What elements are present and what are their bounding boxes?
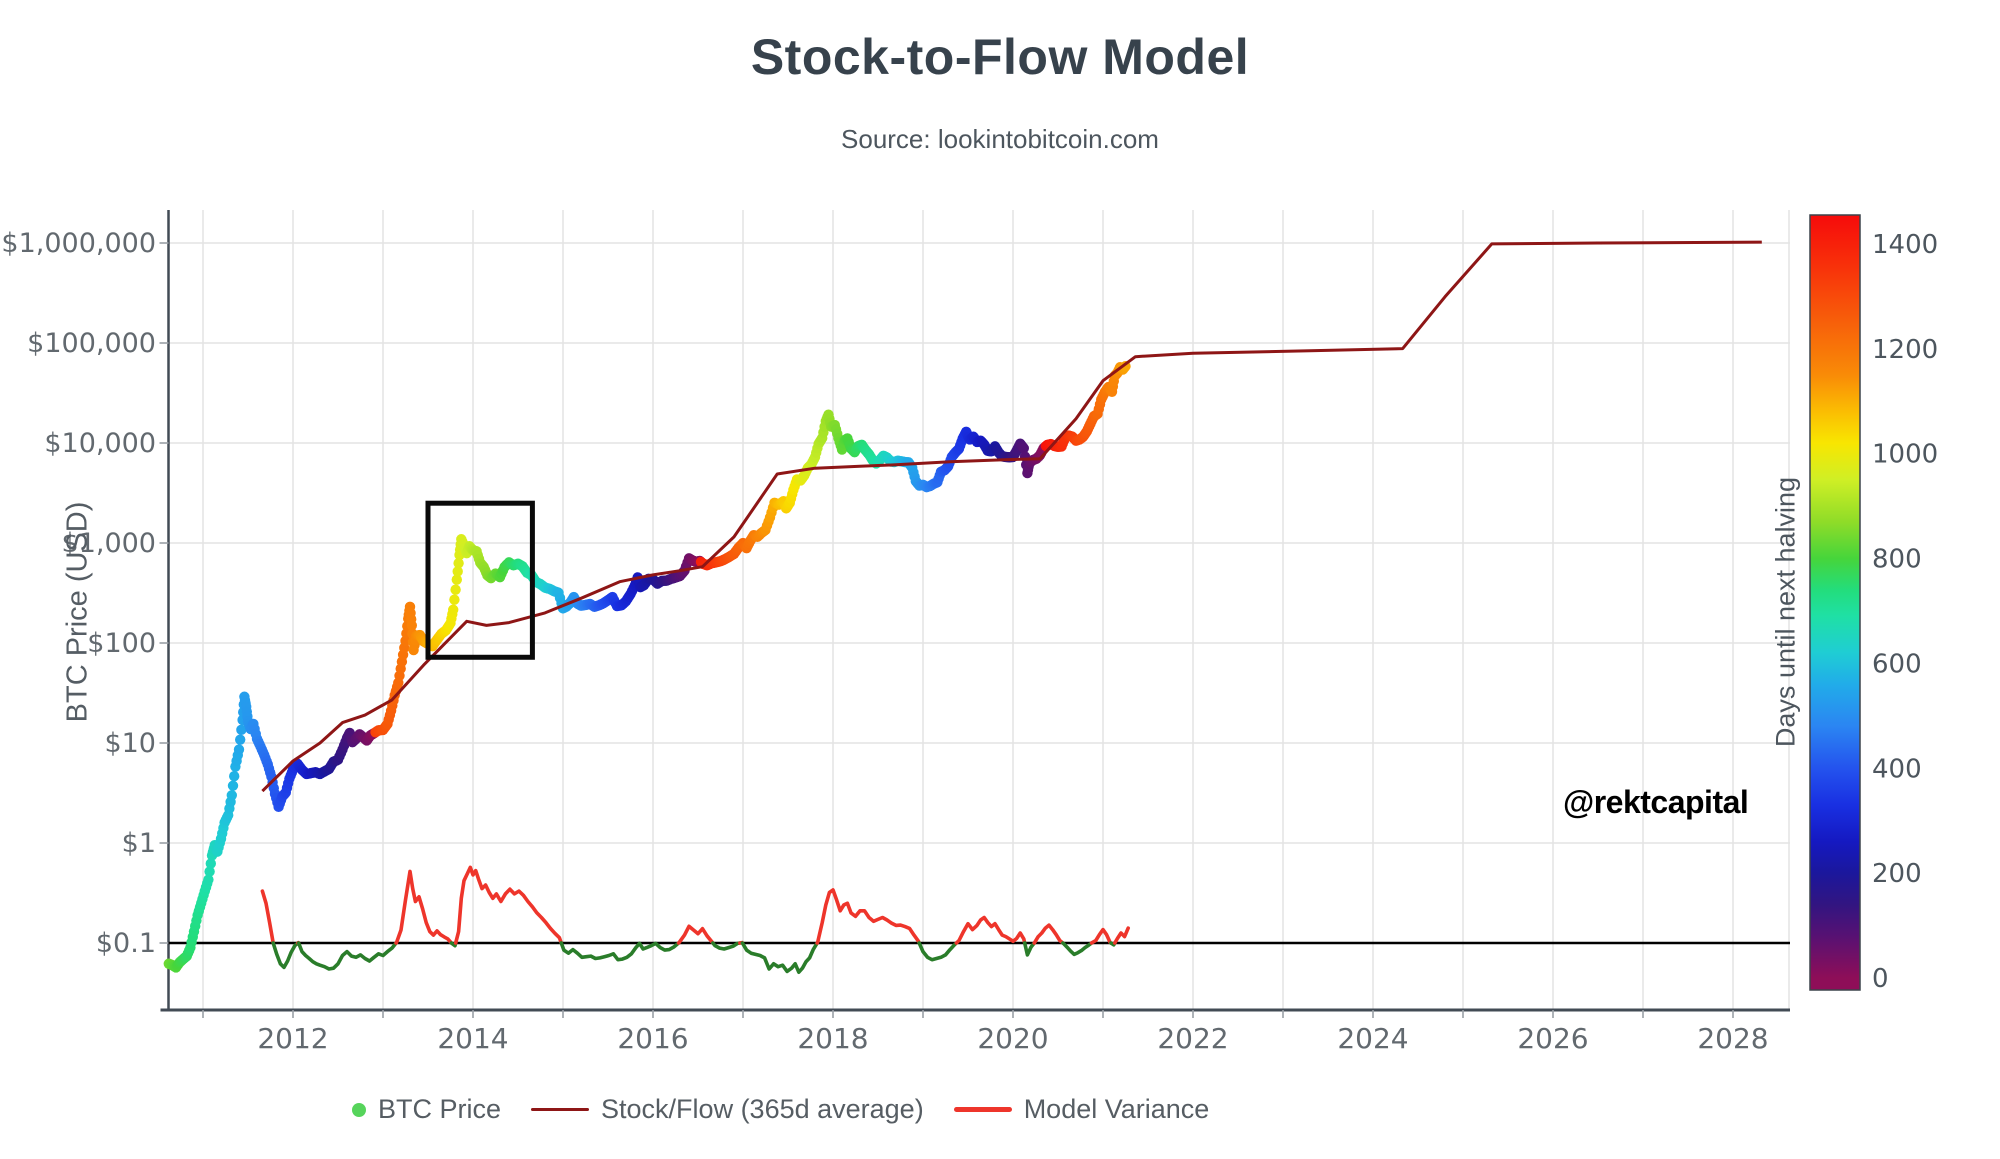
svg-text:$10: $10 [104, 728, 156, 759]
svg-text:1400: 1400 [1872, 230, 1938, 260]
btc-price-series [163, 361, 1131, 973]
svg-text:2016: 2016 [617, 1022, 688, 1055]
svg-text:800: 800 [1872, 545, 1922, 575]
watermark: @rektcapital [1563, 784, 1749, 820]
stock-flow-line [261, 240, 1762, 793]
stock-flow-line-icon [531, 1108, 590, 1111]
svg-text:$100,000: $100,000 [27, 328, 156, 359]
colorbar-title: Days until next halving [1770, 476, 1801, 748]
svg-text:$1: $1 [122, 828, 156, 859]
chart-legend: BTC Price Stock/Flow (365d average) Mode… [352, 1094, 1223, 1125]
svg-text:2018: 2018 [797, 1022, 868, 1055]
svg-text:2024: 2024 [1337, 1022, 1408, 1055]
svg-text:2014: 2014 [437, 1022, 508, 1055]
svg-text:1000: 1000 [1872, 440, 1938, 470]
svg-text:$100: $100 [87, 628, 156, 659]
model-variance-line [260, 865, 1130, 974]
legend-item-model-variance: Model Variance [953, 1094, 1210, 1125]
model-variance-line-icon [953, 1107, 1012, 1112]
svg-text:2026: 2026 [1517, 1022, 1588, 1055]
legend-label: Stock/Flow (365d average) [601, 1094, 924, 1124]
svg-text:2022: 2022 [1157, 1022, 1228, 1055]
svg-text:$10,000: $10,000 [44, 428, 156, 459]
y-tick-labels: $1,000,000 $100,000 $10,000 $1,000 $100 $10 $1… [1, 228, 156, 959]
btc-price-dot-icon [352, 1102, 366, 1117]
svg-text:2012: 2012 [257, 1022, 328, 1055]
chart-subtitle: Source: lookintobitcoin.com [841, 124, 1159, 154]
legend-item-stock-flow: Stock/Flow (365d average) [531, 1094, 924, 1125]
svg-text:$1,000,000: $1,000,000 [1, 228, 156, 259]
legend-item-btc-price: BTC Price [352, 1094, 501, 1125]
svg-text:200: 200 [1872, 859, 1922, 889]
colorbar: 1400 1200 1000 800 600 400 200 0 [1809, 214, 1938, 994]
axes [159, 210, 1790, 1018]
legend-label: Model Variance [1023, 1094, 1210, 1124]
gridlines [168, 210, 1790, 1010]
svg-text:$0.1: $0.1 [96, 928, 156, 959]
x-tick-labels: 2012 2014 2016 2018 2020 2022 2024 2026 2028 [257, 1022, 1768, 1055]
legend-label: BTC Price [378, 1094, 502, 1124]
svg-text:1200: 1200 [1872, 335, 1938, 365]
y-axis-title: BTC Price (USD) [61, 501, 94, 723]
svg-text:600: 600 [1872, 649, 1922, 679]
svg-text:2028: 2028 [1697, 1022, 1768, 1055]
svg-text:$1,000: $1,000 [62, 528, 156, 559]
svg-text:400: 400 [1872, 754, 1922, 784]
svg-text:0: 0 [1872, 964, 1889, 994]
page-title: Stock-to-Flow Model [750, 29, 1250, 85]
annotation-box [425, 500, 535, 660]
svg-text:2020: 2020 [977, 1022, 1048, 1055]
